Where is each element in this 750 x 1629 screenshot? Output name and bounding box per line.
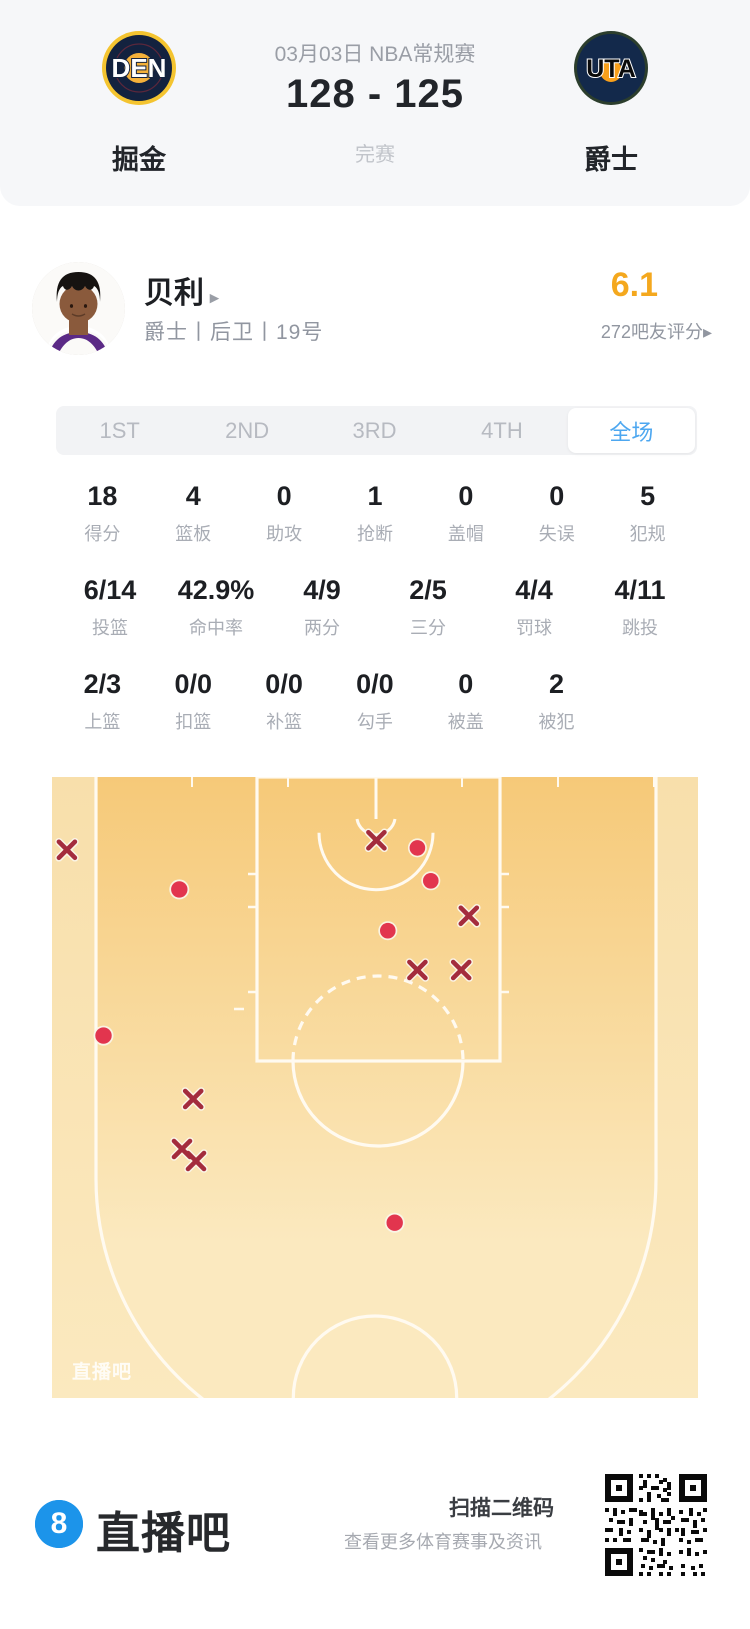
svg-text:8: 8	[51, 1507, 68, 1540]
svg-text:UTA: UTA	[586, 55, 636, 83]
svg-text:DEN: DEN	[112, 53, 167, 83]
